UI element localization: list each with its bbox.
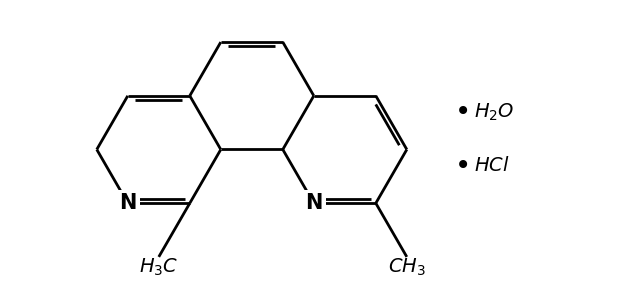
Text: •: •	[454, 98, 471, 126]
Text: N: N	[305, 193, 323, 213]
Text: •: •	[454, 151, 471, 180]
Text: $H_2O$: $H_2O$	[474, 101, 515, 123]
Text: $CH_3$: $CH_3$	[388, 257, 426, 278]
Text: $H_3C$: $H_3C$	[139, 257, 179, 278]
Text: $HCl$: $HCl$	[474, 156, 509, 175]
Text: N: N	[119, 193, 136, 213]
